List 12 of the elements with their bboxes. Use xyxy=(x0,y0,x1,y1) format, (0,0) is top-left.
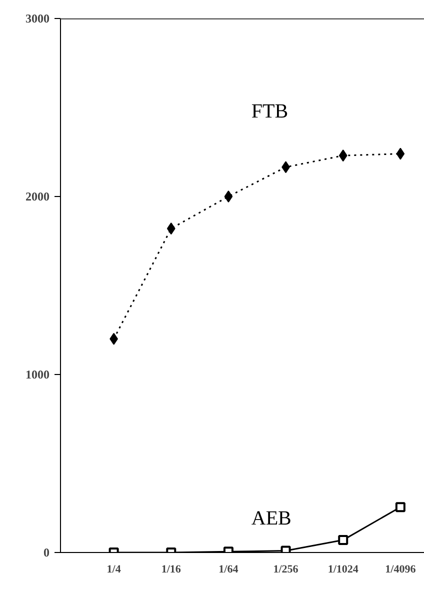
y-tick-label: 1000 xyxy=(26,368,50,382)
x-tick-label: 1/16 xyxy=(161,564,182,576)
y-tick-label: 0 xyxy=(44,546,50,560)
x-tick-label: 1/256 xyxy=(273,564,299,576)
x-tick-label: 1/4096 xyxy=(385,564,416,576)
series-label: FTB xyxy=(251,100,288,123)
y-tick-label: 3000 xyxy=(26,12,50,26)
series-label: AEB xyxy=(251,507,292,530)
x-tick-label: 1/64 xyxy=(218,564,239,576)
y-tick-label: 2000 xyxy=(26,190,50,204)
x-tick-label: 1/4 xyxy=(106,564,122,576)
x-tick-label: 1/1024 xyxy=(328,564,359,576)
